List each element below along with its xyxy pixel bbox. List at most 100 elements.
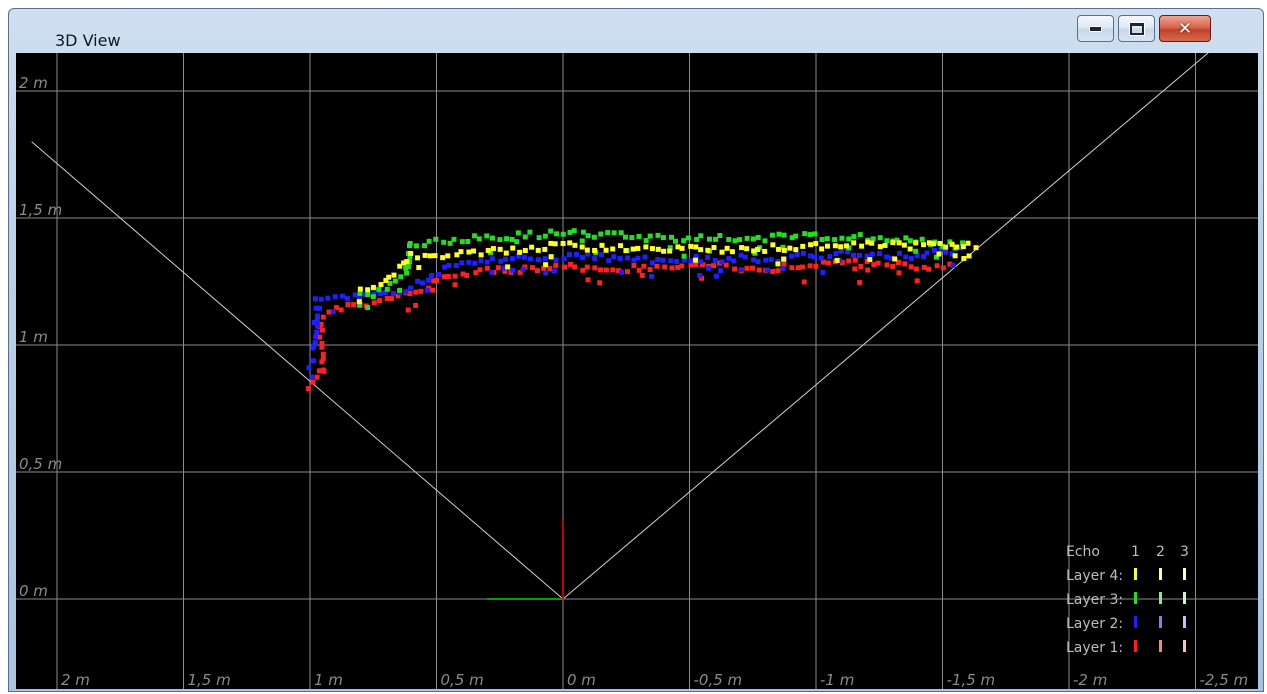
point-layer-2 <box>543 270 549 276</box>
point-layer-1 <box>744 265 750 271</box>
point-layer-4 <box>503 250 509 256</box>
point-layer-1 <box>913 266 919 272</box>
point-layer-2 <box>592 255 598 261</box>
legend-swatch <box>1159 640 1162 652</box>
point-layer-1 <box>310 379 316 385</box>
point-layer-3 <box>357 290 363 296</box>
point-layer-2 <box>516 253 522 259</box>
point-layer-1 <box>395 293 401 299</box>
point-layer-2 <box>869 251 875 257</box>
point-layer-1 <box>662 264 668 270</box>
legend-row-label: Layer 1: <box>1066 640 1123 656</box>
point-layer-3 <box>407 259 413 265</box>
point-layer-4 <box>386 274 392 280</box>
point-layer-1 <box>846 258 852 264</box>
point-layer-2 <box>949 251 955 257</box>
point-layer-4 <box>490 246 496 252</box>
point-layer-3 <box>737 237 743 243</box>
point-layer-2 <box>598 252 604 258</box>
close-button[interactable]: ✕ <box>1159 15 1211 42</box>
x-tick-label: 0 m <box>567 671 596 689</box>
point-layer-1 <box>914 278 920 284</box>
point-layer-1 <box>679 263 685 269</box>
point-layer-4 <box>675 244 681 250</box>
point-layer-2 <box>332 294 338 300</box>
point-layer-3 <box>769 232 775 238</box>
minimize-button[interactable] <box>1077 15 1114 42</box>
point-layer-3 <box>744 235 750 241</box>
point-layer-1 <box>908 264 914 270</box>
point-layer-3 <box>726 236 732 242</box>
point-layer-4 <box>497 246 503 252</box>
3d-viewport[interactable]: 2 m 1,5 m 1 m 0,5 m 0 m -0,5 m -1 m -1,5 m -2 m -… <box>16 53 1258 689</box>
point-layer-1 <box>598 267 604 273</box>
point-layer-4 <box>522 248 528 254</box>
close-icon: ✕ <box>1177 18 1193 39</box>
fov-ray-left <box>31 141 564 600</box>
maximize-button[interactable] <box>1118 15 1155 42</box>
point-layer-2 <box>924 250 930 256</box>
point-layer-1 <box>584 264 590 270</box>
legend-row-label: Layer 2: <box>1066 616 1123 632</box>
window-title: 3D View <box>55 31 121 50</box>
point-layer-2 <box>315 313 321 319</box>
point-layer-1 <box>624 269 630 275</box>
point-layer-2 <box>317 305 323 311</box>
point-layer-2 <box>312 339 318 345</box>
point-layer-4 <box>724 245 730 251</box>
point-layer-2 <box>313 334 319 340</box>
point-layer-3 <box>611 230 617 236</box>
point-layer-3 <box>509 236 515 242</box>
point-layer-4 <box>781 256 787 262</box>
point-layer-4 <box>485 247 491 253</box>
point-layer-2 <box>489 269 495 275</box>
point-layer-3 <box>407 241 413 247</box>
x-tick-label: -2,5 m <box>1200 671 1249 689</box>
point-layer-1 <box>338 307 344 313</box>
point-layer-4 <box>422 252 428 258</box>
point-layer-3 <box>846 236 852 242</box>
point-layer-3 <box>598 231 604 237</box>
point-layer-1 <box>875 260 881 266</box>
point-layer-4 <box>913 240 919 246</box>
point-layer-2 <box>818 255 824 261</box>
point-layer-2 <box>851 252 857 258</box>
point-layer-2 <box>789 253 795 259</box>
point-layer-2 <box>764 267 770 273</box>
point-layer-4 <box>415 255 421 261</box>
point-layer-4 <box>466 249 472 255</box>
point-layer-2 <box>309 374 315 380</box>
point-layer-3 <box>433 236 439 242</box>
point-layer-1 <box>902 261 908 267</box>
point-layer-1 <box>781 261 787 267</box>
point-layer-4 <box>705 247 711 253</box>
point-layer-3 <box>580 229 586 235</box>
point-layer-3 <box>636 233 642 239</box>
legend-swatch <box>1159 568 1162 580</box>
point-layer-4 <box>592 247 598 253</box>
point-layer-2 <box>611 254 617 260</box>
point-layer-3 <box>476 236 482 242</box>
point-layer-4 <box>776 246 782 252</box>
point-layer-4 <box>762 248 768 254</box>
point-layer-1 <box>800 264 806 270</box>
point-layer-3 <box>591 234 597 240</box>
point-layer-1 <box>934 263 940 269</box>
point-layer-2 <box>561 256 567 262</box>
point-layer-2 <box>484 259 490 265</box>
point-cloud-plot[interactable]: 2 m 1,5 m 1 m 0,5 m 0 m -0,5 m -1 m -1,5 m -2 m -… <box>16 53 1258 689</box>
point-layer-1 <box>319 340 325 346</box>
point-layer-4 <box>427 253 433 259</box>
tick-labels: 2 m 1,5 m 1 m 0,5 m 0 m -0,5 m -1 m -1,5 m -2 m -… <box>19 74 1248 689</box>
point-layer-4 <box>548 254 554 260</box>
point-layer-1 <box>572 264 578 270</box>
point-layer-3 <box>877 235 883 241</box>
point-layer-4 <box>838 244 844 250</box>
point-layer-1 <box>669 265 675 271</box>
point-layer-3 <box>376 287 382 293</box>
point-layer-1 <box>530 265 536 271</box>
point-layer-4 <box>834 257 840 263</box>
point-layer-2 <box>617 256 623 262</box>
point-layer-3 <box>789 235 795 241</box>
point-layer-2 <box>938 246 944 252</box>
